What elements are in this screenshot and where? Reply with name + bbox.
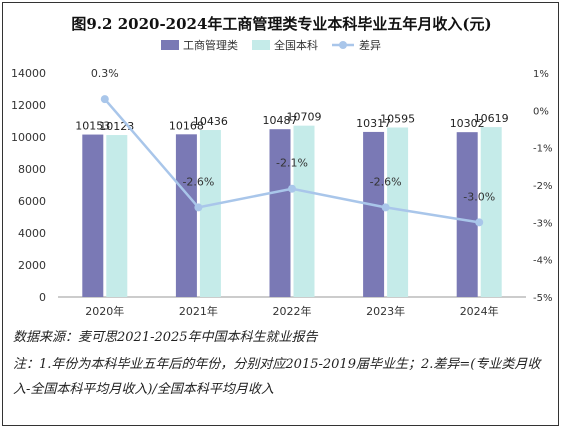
legend-line-marker (339, 41, 347, 49)
x-tick-label: 2024年 (460, 304, 499, 318)
bar (269, 129, 291, 297)
y-tick-label: 10000 (11, 131, 46, 144)
y2-tick-label: -1% (533, 144, 552, 155)
y2-tick-label: -5% (533, 293, 552, 304)
bar (363, 131, 385, 297)
legend-label: 差异 (359, 38, 381, 52)
chart-title: 图9.2 2020-2024年工商管理类专业本科毕业五年月收入(元) (71, 15, 492, 33)
bar-value-label: 10153 (75, 120, 110, 133)
bar-value-label: 10595 (380, 112, 415, 125)
bar-value-label: 10487 (263, 114, 298, 127)
difference-label: -2.1% (276, 157, 308, 170)
y2-tick-label: -3% (533, 218, 552, 229)
bar (82, 134, 104, 297)
bar (175, 134, 197, 297)
bar-value-label: 10168 (169, 119, 204, 132)
difference-label: -2.6% (370, 175, 402, 188)
bar-value-label: 10709 (287, 111, 322, 124)
data-source: 数据来源：麦可思2021-2025年中国本科生就业报告 (13, 330, 318, 345)
difference-point (194, 203, 203, 212)
x-tick-label: 2020年 (85, 304, 124, 318)
chart-frame: 图9.2 2020-2024年工商管理类专业本科毕业五年月收入(元) 0 2000… (2, 2, 559, 426)
difference-label: -3.0% (463, 190, 495, 203)
legend-label: 全国本科 (274, 38, 318, 52)
y-tick-label: 0 (39, 291, 46, 304)
bar-value-label: 10619 (474, 112, 509, 125)
x-tick-label: 2022年 (273, 304, 312, 318)
bar (106, 135, 128, 297)
y2-tick-label: -4% (533, 256, 552, 267)
combo-chart: 0 2000 4000 6000 8000 10000 12000 14000 -5% -4% -3… (11, 38, 552, 318)
legend-label: 工商管理类 (183, 38, 238, 52)
legend-swatch (161, 40, 179, 50)
difference-label: 0.3% (91, 67, 119, 80)
difference-point (381, 203, 390, 212)
bar-value-label: 10317 (356, 117, 391, 130)
bar (387, 127, 409, 297)
y-tick-label: 2000 (18, 259, 46, 272)
y2-tick-label: -2% (533, 181, 552, 192)
y-tick-label: 6000 (18, 195, 46, 208)
bar (480, 127, 502, 297)
y2-tick-label: 1% (533, 69, 549, 80)
bar-value-label: 10436 (193, 115, 228, 128)
bar (293, 125, 315, 297)
y-tick-label: 8000 (18, 163, 46, 176)
difference-point (475, 218, 484, 227)
x-tick-label: 2023年 (366, 304, 405, 318)
bar (199, 130, 221, 297)
bar (456, 132, 478, 297)
y2-tick-label: 0% (533, 106, 549, 117)
difference-label: -2.6% (182, 175, 214, 188)
difference-point (100, 95, 109, 104)
y-tick-label: 4000 (18, 227, 46, 240)
y-tick-label: 14000 (11, 67, 46, 80)
footnote: 注：1.年份为本科毕业五年后的年份，分别对应2015-2019届毕业生；2.差异… (13, 357, 541, 397)
legend-swatch (252, 40, 270, 50)
difference-point (288, 184, 296, 193)
y-tick-label: 12000 (11, 99, 46, 112)
x-tick-label: 2021年 (179, 304, 218, 318)
bar-value-label: 10302 (450, 117, 485, 130)
